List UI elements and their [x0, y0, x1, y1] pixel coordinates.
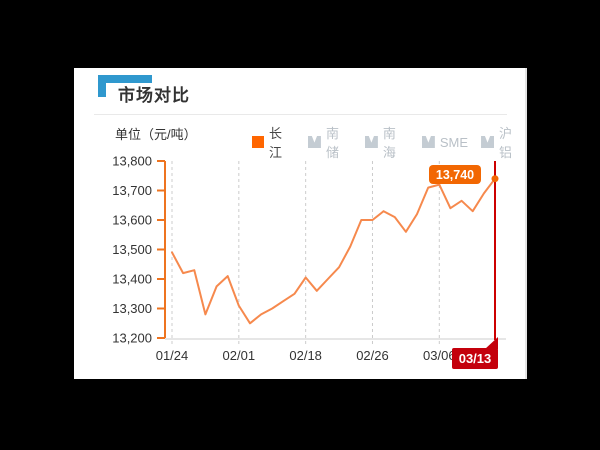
y-axis-label: 13,600: [112, 213, 152, 228]
x-axis-label: 02/26: [356, 348, 389, 363]
x-axis-label: 03/06: [423, 348, 456, 363]
y-axis-label: 13,500: [112, 242, 152, 257]
y-axis-label: 13,400: [112, 272, 152, 287]
y-axis-label: 13,300: [112, 301, 152, 316]
y-axis-label: 13,700: [112, 183, 152, 198]
x-axis-label: 01/24: [156, 348, 189, 363]
page-background: { "header": { "title": "市场对比" }, "unit_l…: [0, 0, 600, 450]
y-axis-label: 13,800: [112, 154, 152, 169]
price-line-chart[interactable]: 13,200 13,300 13,400 13,500 13,600 13,700 13,8…: [74, 68, 527, 379]
crosshair-date-label: 03/13: [459, 351, 492, 366]
x-axis-label: 02/01: [223, 348, 256, 363]
last-value-badge-label: 13,740: [436, 168, 474, 182]
x-axis-label: 02/18: [289, 348, 322, 363]
price-line: [172, 179, 495, 324]
last-point-dot: [492, 175, 499, 182]
y-axis-label: 13,200: [112, 331, 152, 346]
market-comparison-panel: 市场对比 单位（元/吨） 长江南储南海SME沪铝 13,20013,30013,…: [74, 68, 527, 379]
